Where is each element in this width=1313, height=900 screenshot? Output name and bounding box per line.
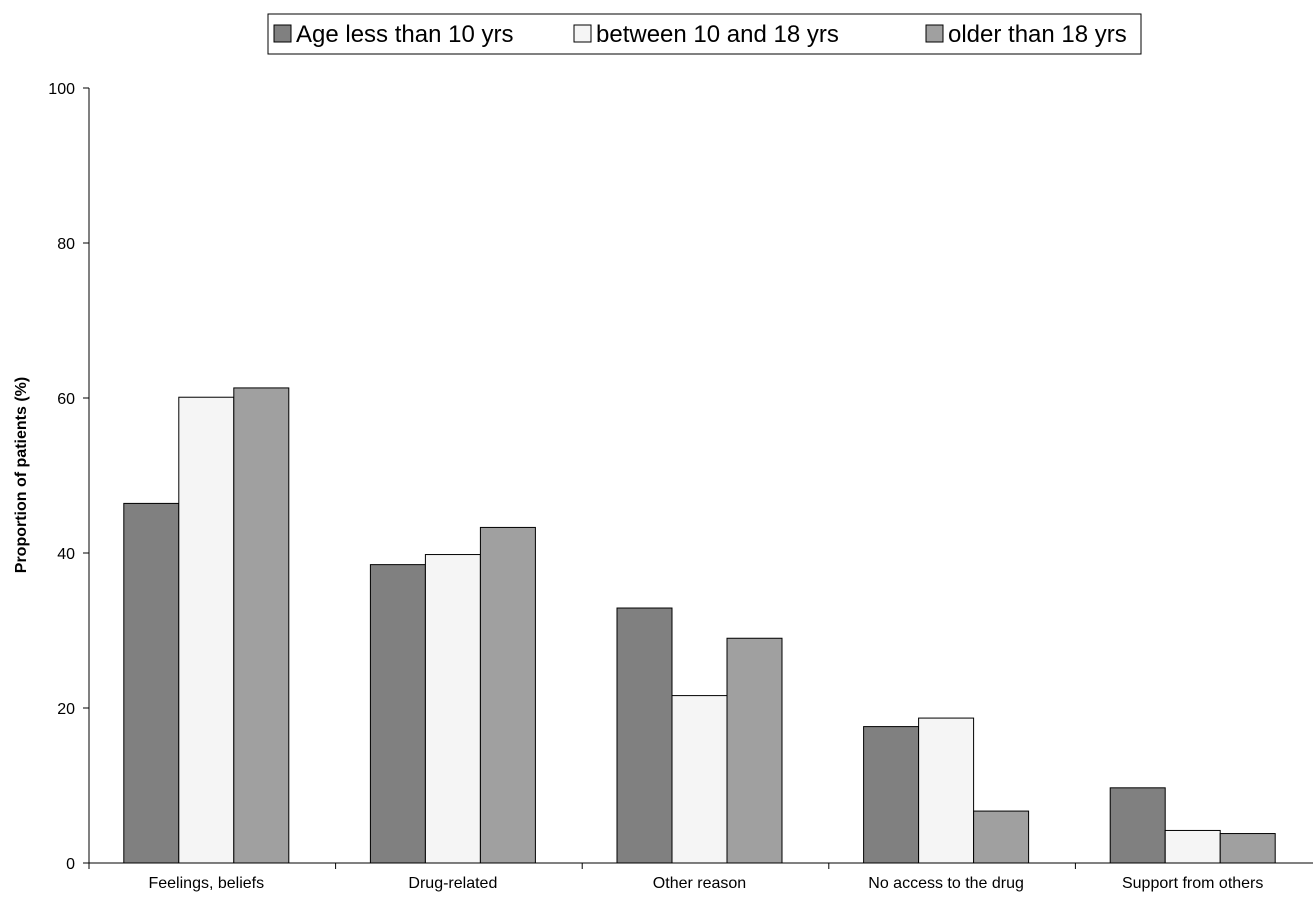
y-tick-label: 0 bbox=[66, 856, 75, 873]
x-axis: Feelings, beliefs Drug-related Other reaso… bbox=[88, 862, 1313, 892]
bar bbox=[178, 396, 235, 864]
bar bbox=[973, 810, 1030, 864]
y-tick-label: 100 bbox=[48, 81, 75, 98]
x-tick-label: Other reason bbox=[653, 875, 746, 892]
bar bbox=[479, 526, 536, 864]
legend-swatch bbox=[573, 24, 592, 43]
bars bbox=[123, 387, 1276, 864]
x-tick-label: Drug-related bbox=[408, 875, 497, 892]
bar bbox=[1164, 829, 1221, 864]
legend: Age less than 10 yrs between 10 and 18 yr… bbox=[267, 13, 1142, 55]
y-tick-label: 20 bbox=[57, 701, 75, 718]
legend-label: older than 18 yrs bbox=[948, 21, 1127, 48]
bar bbox=[1219, 833, 1276, 864]
legend-label: Age less than 10 yrs bbox=[296, 21, 513, 48]
bar bbox=[233, 387, 290, 864]
bar bbox=[726, 637, 783, 864]
y-axis-title: Proportion of patients (%) bbox=[13, 377, 30, 573]
bar bbox=[863, 726, 920, 864]
bar bbox=[918, 717, 975, 864]
bar bbox=[424, 554, 481, 864]
legend-box bbox=[267, 13, 1142, 55]
y-tick-label: 80 bbox=[57, 236, 75, 253]
x-tick-label: Feelings, beliefs bbox=[148, 875, 264, 892]
y-tick-label: 60 bbox=[57, 391, 75, 408]
x-tick-label: No access to the drug bbox=[868, 875, 1024, 892]
y-axis: Proportion of patients (%) 0 20 40 60 80 100 bbox=[13, 81, 90, 873]
bar bbox=[123, 502, 180, 864]
x-tick-label: Support from others bbox=[1122, 875, 1263, 892]
legend-swatch bbox=[273, 24, 292, 43]
bar bbox=[671, 695, 728, 864]
bar bbox=[1109, 787, 1166, 864]
legend-label: between 10 and 18 yrs bbox=[596, 21, 839, 48]
bar bbox=[369, 564, 426, 864]
bar bbox=[616, 607, 673, 864]
legend-swatch bbox=[925, 24, 944, 43]
y-tick-label: 40 bbox=[57, 546, 75, 563]
